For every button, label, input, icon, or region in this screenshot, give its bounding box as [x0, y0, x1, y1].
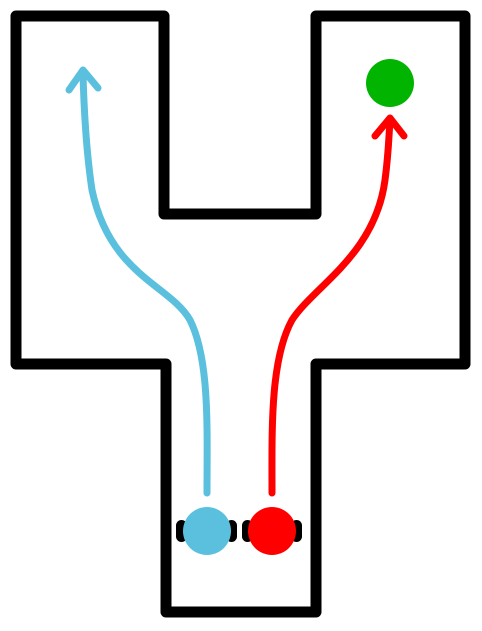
- green-goal: [366, 59, 414, 107]
- blue-arrowhead: [65, 66, 102, 94]
- red-robot: [242, 507, 302, 555]
- maze-wall: [10, 10, 471, 618]
- red-robot-body: [248, 507, 296, 555]
- blue-path: [79, 70, 211, 497]
- red-arrowhead: [371, 114, 408, 140]
- blue-robot: [176, 507, 237, 555]
- red-path: [268, 118, 394, 497]
- blue-robot-body: [183, 507, 231, 555]
